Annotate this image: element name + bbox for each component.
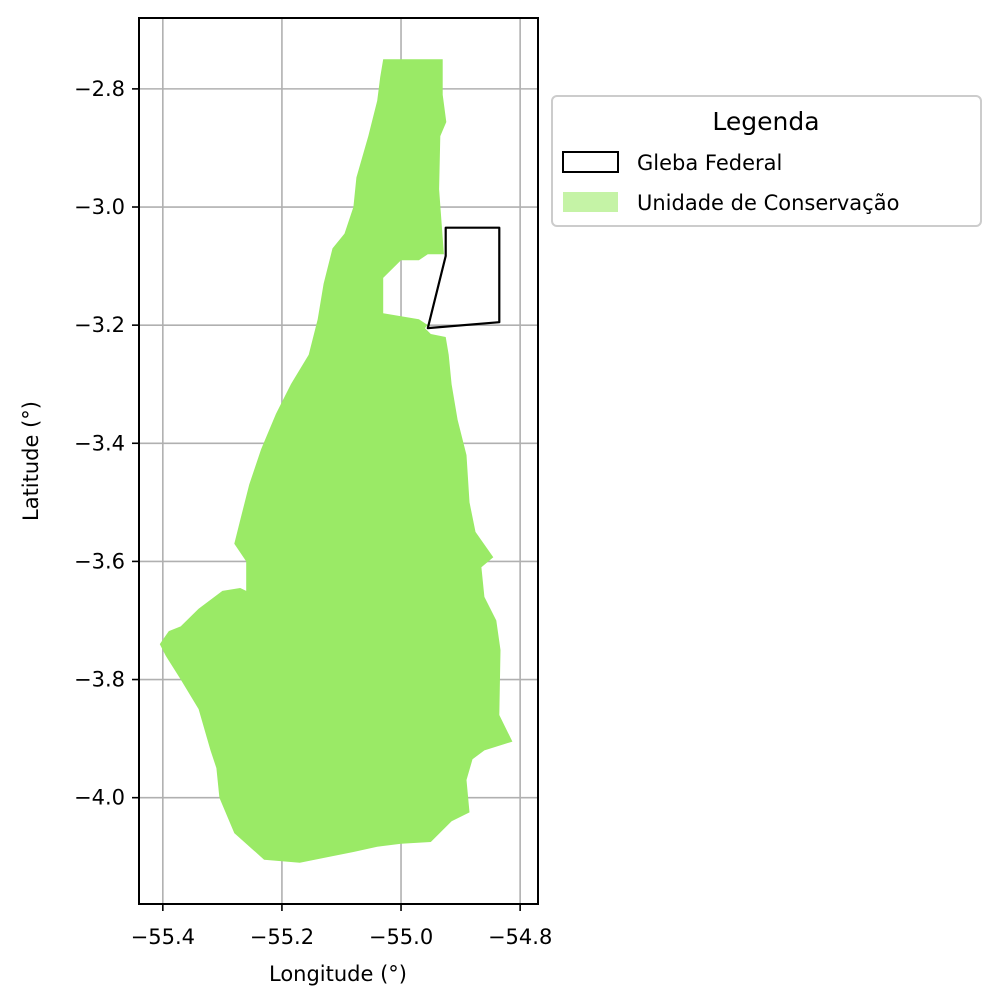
- x-axis-label: Longitude (°): [269, 962, 407, 986]
- y-tick-label: −3.2: [74, 313, 125, 337]
- y-tick-label: −3.0: [74, 195, 125, 219]
- y-tick-label: −4.0: [74, 786, 125, 810]
- axis-ticks: −55.4 −55.2 −55.0 −54.8 −2.8 −3.0 −3.2 −3.4 −3.6…: [74, 77, 552, 949]
- axes-frame: [138, 17, 539, 905]
- x-tick-label: −55.0: [369, 925, 433, 949]
- legend: Legenda Gleba Federal Unidade de Conserv…: [551, 95, 982, 227]
- legend-label-unidade-de-conservacao: Unidade de Conservação: [637, 191, 899, 215]
- legend-swatch-gleba-federal: [562, 151, 619, 173]
- legend-label-gleba-federal: Gleba Federal: [637, 151, 782, 175]
- x-tick-label: −54.8: [488, 925, 552, 949]
- legend-box: [551, 95, 982, 227]
- y-axis-label: Latitude (°): [19, 401, 43, 521]
- x-tick-label: −55.4: [131, 925, 195, 949]
- legend-title: Legenda: [712, 107, 819, 136]
- y-tick-label: −2.8: [74, 77, 125, 101]
- x-tick-label: −55.2: [250, 925, 314, 949]
- y-tick-label: −3.6: [74, 549, 125, 573]
- legend-swatch-unidade-de-conservacao: [563, 192, 618, 212]
- map-layers: [159, 59, 513, 863]
- y-tick-label: −3.4: [74, 431, 125, 455]
- map-polygon-unidade-de-conservacao: [159, 59, 513, 863]
- y-tick-label: −3.8: [74, 668, 125, 692]
- map-polygon-gleba-federal: [426, 226, 501, 330]
